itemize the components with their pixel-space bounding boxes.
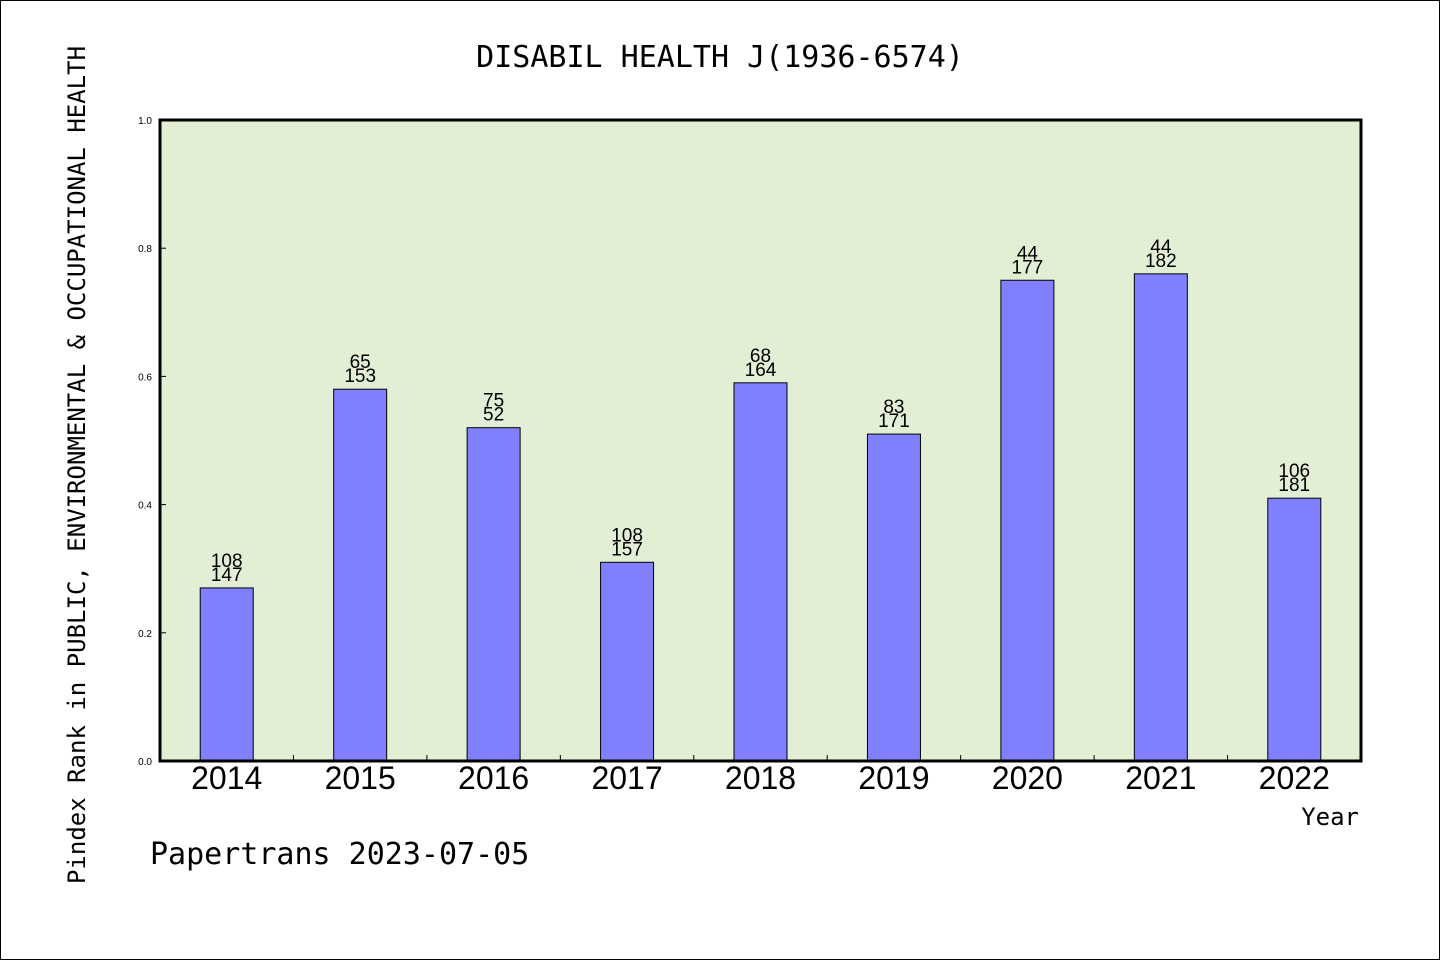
x-tick-label: 2019 bbox=[858, 760, 929, 796]
data-label-top: 83 bbox=[883, 397, 904, 418]
x-tick-label: 2020 bbox=[992, 760, 1063, 796]
x-tick-label: 2018 bbox=[725, 760, 796, 796]
bar-2018 bbox=[733, 382, 788, 762]
data-label-top: 68 bbox=[750, 346, 771, 367]
x-tick-label: 2016 bbox=[458, 760, 529, 796]
data-label-top: 108 bbox=[211, 551, 243, 572]
data-label-top: 106 bbox=[1278, 461, 1310, 482]
data-label-bottom: 52 bbox=[483, 405, 504, 426]
y-tick-label: 0.6 bbox=[138, 372, 152, 383]
data-label-top: 44 bbox=[1017, 243, 1039, 264]
data-label-top: 65 bbox=[350, 352, 371, 373]
y-tick-label: 0.0 bbox=[138, 757, 152, 768]
data-label-top: 44 bbox=[1150, 237, 1172, 258]
x-tick-label: 2014 bbox=[191, 760, 262, 796]
bar-2015 bbox=[333, 388, 388, 762]
chart-title: DISABIL HEALTH J(1936-6574) bbox=[476, 40, 964, 75]
x-axis-label: Year bbox=[1301, 803, 1359, 831]
data-label-bottom: 164 bbox=[745, 360, 777, 381]
bars-group bbox=[199, 273, 1322, 762]
y-tick-label: 1.0 bbox=[138, 116, 152, 127]
x-axis-ticks: 2014 2015 2016 2017 2018 2019 2020 2021 2022 bbox=[191, 755, 1330, 796]
footer-text: Papertrans 2023-07-05 bbox=[150, 837, 529, 872]
bar-2014 bbox=[199, 587, 254, 762]
bar-2021 bbox=[1133, 273, 1188, 762]
x-tick-label: 2022 bbox=[1259, 760, 1330, 796]
data-label-top: 75 bbox=[483, 391, 504, 412]
plot-border bbox=[158, 118, 1363, 763]
data-labels: 1081476515375521081576816483171441774418… bbox=[211, 237, 1310, 586]
x-tick-label: 2021 bbox=[1125, 760, 1196, 796]
y-tick-label: 0.4 bbox=[138, 501, 152, 512]
data-label-bottom: 153 bbox=[344, 366, 376, 387]
bar-2017 bbox=[600, 561, 655, 762]
data-label-bottom: 171 bbox=[878, 411, 910, 432]
data-label-bottom: 147 bbox=[211, 565, 243, 586]
x-tick-label: 2017 bbox=[591, 760, 662, 796]
y-tick-label: 0.2 bbox=[138, 629, 152, 640]
data-label-top: 108 bbox=[611, 525, 643, 546]
data-label-bottom: 181 bbox=[1278, 475, 1310, 496]
data-label-bottom: 157 bbox=[611, 539, 643, 560]
x-tick-label: 2015 bbox=[325, 760, 396, 796]
y-tick-label: 0.8 bbox=[138, 244, 152, 255]
bar-2022 bbox=[1267, 497, 1322, 762]
data-label-bottom: 177 bbox=[1012, 257, 1044, 278]
y-axis-label: Pindex Rank in PUBLIC, ENVIRONMENTAL & O… bbox=[63, 46, 91, 884]
bar-2020 bbox=[1000, 279, 1055, 762]
bar-2016 bbox=[466, 427, 521, 762]
data-label-bottom: 182 bbox=[1145, 251, 1177, 272]
bar-2019 bbox=[866, 433, 921, 762]
